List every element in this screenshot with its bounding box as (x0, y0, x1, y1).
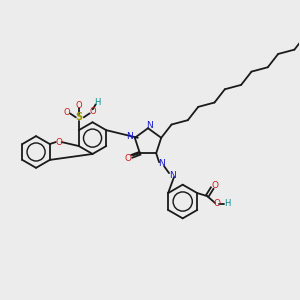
Text: S: S (75, 112, 82, 122)
Text: H: H (224, 199, 230, 208)
Text: N: N (169, 171, 176, 180)
Text: O: O (214, 200, 220, 208)
Text: H: H (94, 98, 101, 107)
Text: N: N (158, 159, 164, 168)
Text: O: O (64, 108, 70, 117)
Text: O: O (212, 181, 219, 190)
Text: O: O (55, 138, 62, 147)
Text: N: N (127, 132, 133, 141)
Text: O: O (89, 107, 96, 116)
Text: N: N (147, 121, 153, 130)
Text: O: O (76, 101, 82, 110)
Text: O: O (124, 154, 131, 163)
